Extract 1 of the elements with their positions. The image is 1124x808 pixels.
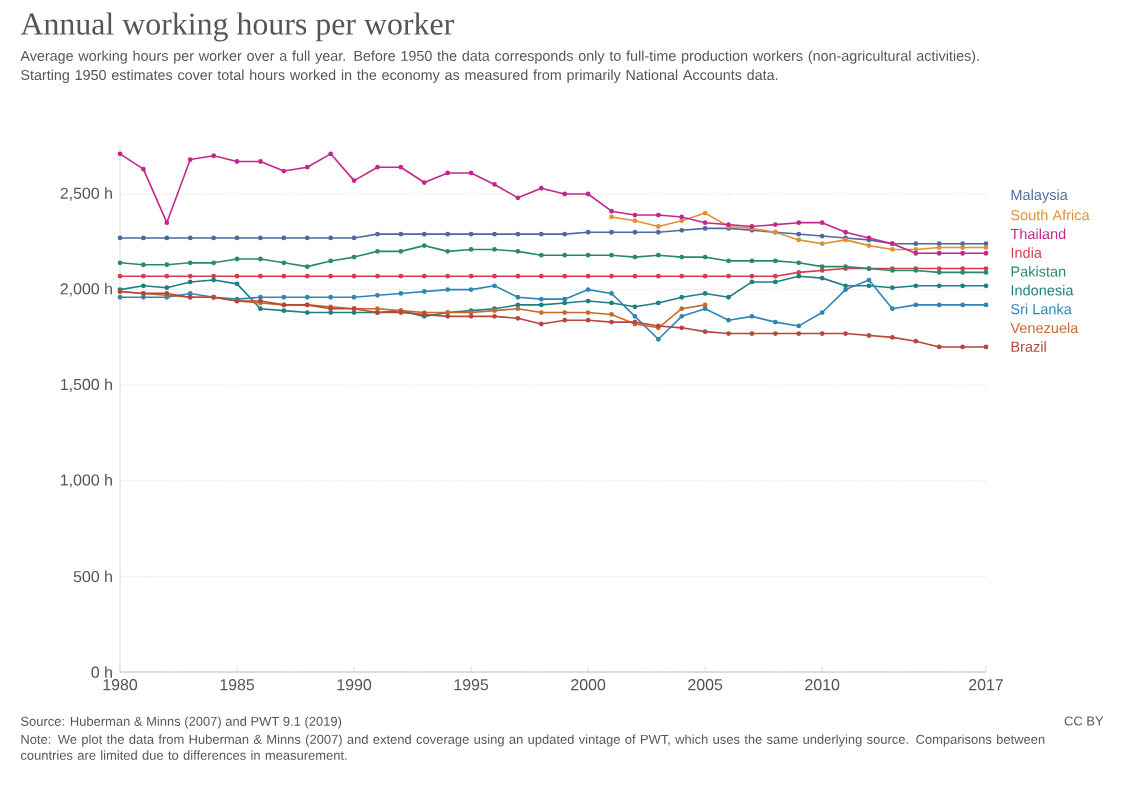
chart-title: Annual working hours per worker: [20, 12, 454, 42]
